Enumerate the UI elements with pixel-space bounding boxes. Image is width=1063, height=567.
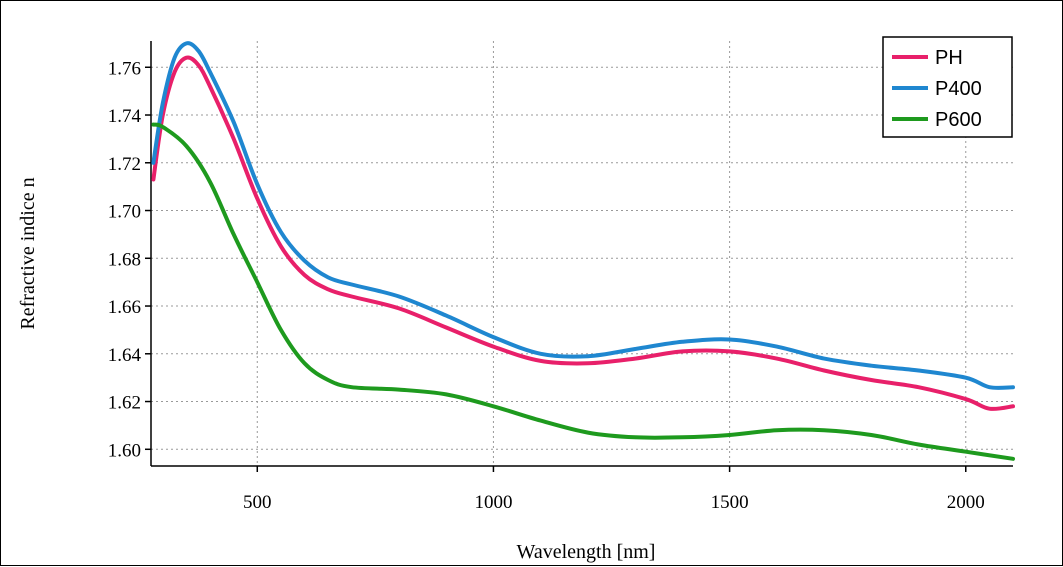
x-axis-title: Wavelength [nm] bbox=[517, 541, 656, 563]
y-tick-label: 1.74 bbox=[108, 106, 142, 127]
y-tick-label: 1.64 bbox=[108, 345, 142, 366]
legend: PH P400 P600 bbox=[882, 36, 1013, 138]
y-tick-label: 1.60 bbox=[108, 440, 141, 461]
y-tick-label: 1.76 bbox=[108, 58, 141, 79]
x-tick-label: 1500 bbox=[711, 492, 749, 513]
y-tick-label: 1.70 bbox=[108, 202, 141, 223]
series-lines bbox=[151, 41, 1015, 461]
x-tick-label: 1000 bbox=[474, 492, 512, 513]
x-tick-label: 500 bbox=[243, 492, 272, 513]
y-tick-label: 1.72 bbox=[108, 154, 141, 175]
series-line-ph bbox=[151, 55, 1015, 411]
legend-label-p600: P600 bbox=[935, 109, 982, 131]
y-tick-label: 1.62 bbox=[108, 393, 141, 414]
legend-label-ph: PH bbox=[935, 47, 963, 69]
axes: 1.60 1.62 1.64 1.66 1.68 1.70 1.72 1.74 1.76 500 1… bbox=[108, 41, 1013, 513]
legend-label-p400: P400 bbox=[935, 78, 982, 100]
y-tick-label: 1.66 bbox=[108, 297, 141, 318]
x-tick-label: 2000 bbox=[947, 492, 985, 513]
series-line-p600 bbox=[151, 122, 1015, 461]
y-axis-title: Refractive indice n bbox=[17, 177, 39, 329]
y-tick-label: 1.68 bbox=[108, 249, 141, 270]
series-line-p400 bbox=[151, 41, 1015, 390]
